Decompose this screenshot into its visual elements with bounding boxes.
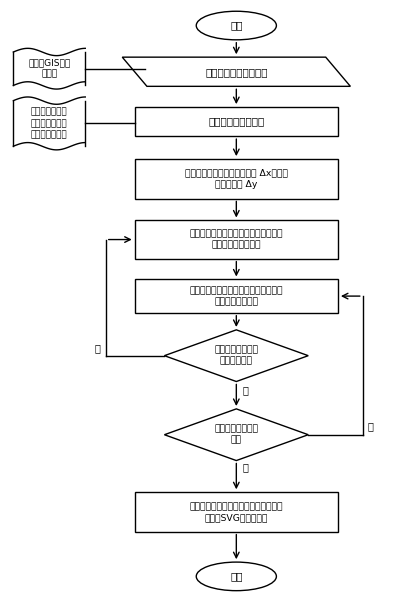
Text: 计算有向图的最长连通路径，计算连通
路径上各节点坐标値: 计算有向图的最长连通路径，计算连通 路径上各节点坐标値 — [189, 229, 283, 250]
Polygon shape — [122, 57, 350, 86]
Text: 该节点是否存在满
足条件的子图: 该节点是否存在满 足条件的子图 — [214, 345, 259, 366]
Bar — [134, 221, 338, 259]
Text: 获取配电线路地理信息: 获取配电线路地理信息 — [205, 67, 268, 77]
Polygon shape — [164, 330, 308, 382]
Text: 计算自动成图横坐标等差间隔 Δx和纵坐
标等差间隔 Δy: 计算自动成图横坐标等差间隔 Δx和纵坐 标等差间隔 Δy — [185, 168, 288, 189]
Text: 从国网GIS系统
中获取: 从国网GIS系统 中获取 — [28, 58, 70, 79]
Text: 保存所有节点地理坐标，生成配电线路
单线图SVG图，并保存: 保存所有节点地理坐标，生成配电线路 单线图SVG图，并保存 — [189, 502, 283, 522]
Bar — [134, 492, 338, 531]
Ellipse shape — [196, 12, 276, 40]
Text: 是: 是 — [242, 462, 248, 472]
Ellipse shape — [196, 562, 276, 591]
Polygon shape — [164, 409, 308, 461]
Text: 否: 否 — [242, 385, 248, 395]
Text: 开始: 开始 — [230, 21, 242, 30]
Text: 重新生成图数据结构: 重新生成图数据结构 — [208, 117, 264, 126]
Bar — [134, 159, 338, 198]
Text: 所有节点是否判断
完毕: 所有节点是否判断 完毕 — [214, 424, 259, 445]
Text: 计算有向图的最长连通路径，逐节点判
断得到相应地子图: 计算有向图的最长连通路径，逐节点判 断得到相应地子图 — [189, 286, 283, 306]
Bar — [134, 280, 338, 313]
Text: 结束: 结束 — [230, 572, 242, 581]
Text: 否: 否 — [368, 421, 374, 431]
Text: 定义电源节点、
分支节点、终端
节点、连接节点: 定义电源节点、 分支节点、终端 节点、连接节点 — [31, 108, 68, 139]
Text: 是: 是 — [95, 344, 101, 353]
Bar — [134, 107, 338, 136]
